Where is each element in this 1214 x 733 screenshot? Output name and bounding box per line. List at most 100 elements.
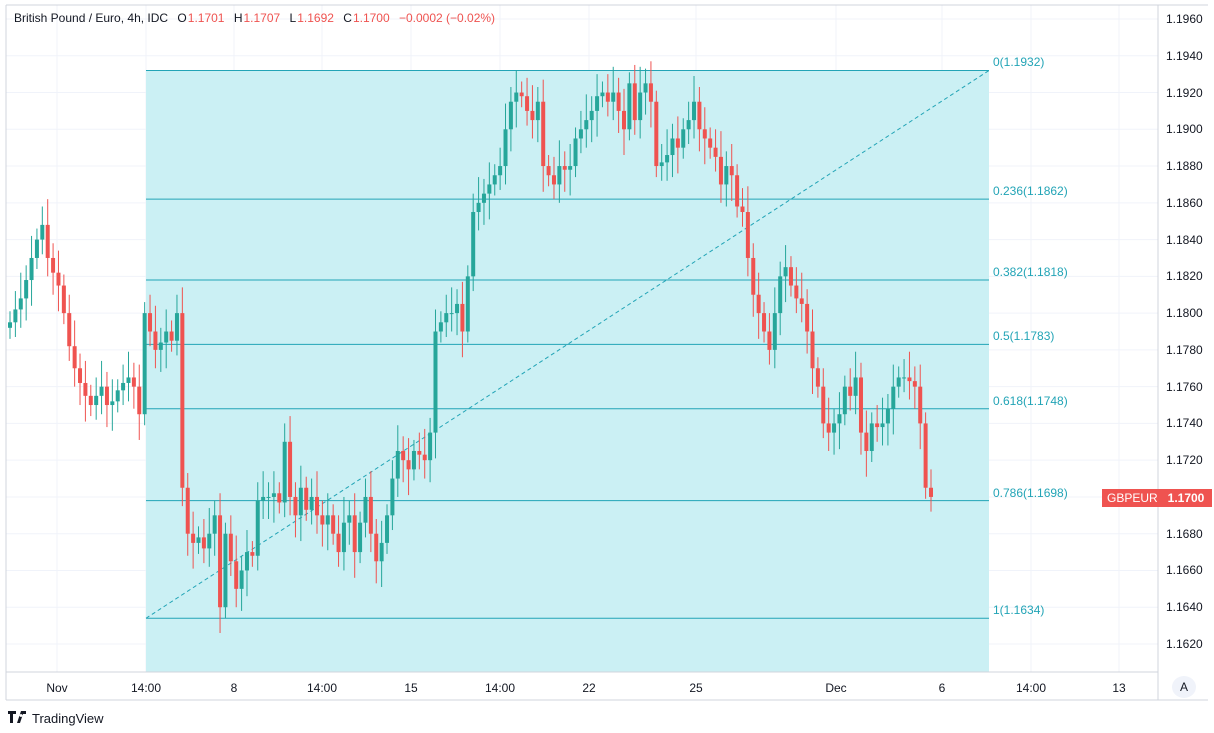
candle-body: [735, 175, 740, 207]
candle-body: [573, 138, 578, 167]
candle-body: [557, 166, 562, 185]
candle-body: [29, 257, 34, 281]
fib-level-label: 0(1.1932): [993, 55, 1045, 70]
candle-body: [869, 423, 874, 451]
candle-body: [654, 101, 659, 167]
low-label: L: [289, 11, 297, 25]
candle-body: [692, 101, 697, 121]
candle-body: [34, 239, 39, 258]
time-tick-label: 15: [404, 681, 418, 695]
candle-body: [638, 92, 643, 121]
candle-body: [8, 322, 12, 328]
candle-body: [374, 533, 379, 562]
candle-body: [546, 166, 551, 176]
change-value: −0.0002 (−0.02%): [398, 11, 496, 25]
candle-body: [341, 522, 346, 553]
candle-body: [83, 382, 88, 396]
candle-body: [406, 460, 411, 470]
candle-body: [18, 298, 23, 310]
candle-body: [778, 276, 783, 314]
candle-body: [745, 212, 750, 258]
fib-level-label: 0.236(1.1862): [993, 184, 1068, 199]
time-tick-label: 14:00: [306, 681, 338, 695]
price-tick-label: 1.1640: [1166, 600, 1203, 615]
candle-body: [411, 450, 416, 470]
fib-zone: [146, 70, 989, 673]
candle-body: [428, 432, 433, 461]
candle-body: [417, 450, 422, 455]
candle-body: [508, 101, 513, 130]
candle-body: [191, 533, 196, 543]
candle-body: [24, 280, 29, 299]
candle-body: [142, 313, 147, 415]
price-tick-label: 1.1940: [1166, 48, 1203, 63]
price-tick-label: 1.1740: [1166, 416, 1203, 431]
candle-body: [896, 377, 901, 387]
time-tick-label: 14:00: [484, 681, 516, 695]
candle-body: [487, 184, 492, 194]
candle-body: [686, 120, 691, 130]
price-tick-label: 1.1880: [1166, 159, 1203, 174]
tradingview-brand[interactable]: TradingView: [8, 711, 104, 726]
candle-body: [918, 386, 923, 424]
candle-body: [201, 537, 206, 549]
candle-body: [115, 390, 120, 402]
candle-body: [605, 92, 610, 102]
tradingview-logo-icon: [8, 711, 28, 726]
candle-body: [444, 313, 449, 323]
candle-body: [40, 224, 45, 240]
candle-body: [228, 533, 233, 562]
candle-body: [45, 224, 50, 258]
candle-body: [632, 83, 637, 121]
candle-body: [756, 294, 761, 314]
candle-body: [627, 83, 632, 130]
candle-body: [72, 346, 77, 369]
candle-body: [395, 450, 400, 479]
candle-body: [622, 110, 626, 130]
candle-body: [465, 276, 470, 332]
candle-body: [137, 386, 142, 415]
candle-body: [600, 92, 605, 97]
candle-body: [153, 331, 158, 350]
candle-body: [379, 542, 384, 562]
close-label: C: [343, 11, 352, 25]
candlestick-series: [8, 61, 933, 633]
candle-body: [471, 212, 476, 277]
candle-body: [331, 515, 336, 534]
candle-body: [530, 110, 535, 121]
candle-body: [902, 377, 907, 379]
price-tick-label: 1.1760: [1166, 379, 1203, 394]
candle-body: [842, 386, 847, 415]
candle-body: [648, 83, 653, 102]
high-label: H: [233, 11, 243, 25]
candle-body: [826, 423, 831, 433]
candle-body: [616, 92, 621, 111]
candle-body: [541, 101, 546, 167]
time-tick-label: 8: [230, 681, 238, 695]
close-value: 1.1700: [352, 11, 390, 25]
candle-body: [891, 386, 896, 409]
candle-body: [239, 570, 244, 589]
candle-body: [51, 257, 56, 273]
price-tick-label: 1.1860: [1166, 195, 1203, 210]
candle-body: [837, 414, 842, 424]
candle-body: [320, 515, 325, 525]
auto-scale-button[interactable]: A: [1172, 676, 1196, 698]
candle-body: [347, 515, 352, 523]
candle-body: [277, 493, 282, 503]
candle-body: [390, 478, 395, 516]
candle-body: [864, 432, 869, 451]
fib-level-label: 0.382(1.1818): [993, 265, 1068, 280]
candle-body: [702, 129, 707, 139]
candle-body: [401, 450, 406, 461]
candle-body: [185, 487, 190, 534]
candle-body: [681, 129, 686, 148]
candle-body: [56, 272, 61, 286]
candle-body: [148, 313, 153, 332]
fib-level-label: 0.786(1.1698): [993, 485, 1068, 500]
candle-body: [223, 533, 228, 608]
candle-body: [923, 423, 928, 488]
candle-body: [503, 129, 508, 167]
candle-body: [174, 313, 179, 341]
